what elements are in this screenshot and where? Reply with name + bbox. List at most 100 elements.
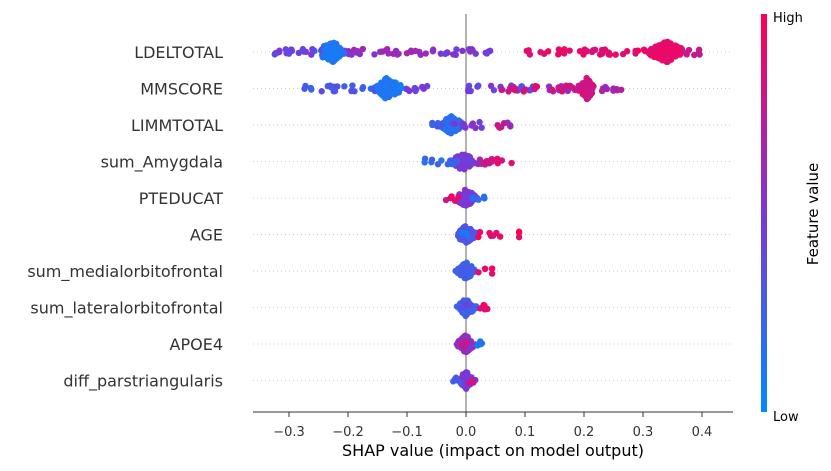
x-axis-title: SHAP value (impact on model output)	[342, 441, 644, 460]
shap-point	[498, 86, 505, 94]
shap-point	[504, 119, 511, 126]
shap-point	[494, 159, 501, 167]
colorbar-high-label: High	[773, 11, 803, 26]
shap-point	[348, 87, 355, 95]
shap-point	[461, 343, 468, 350]
x-tick-label: 0.3	[633, 425, 654, 440]
shap-point	[380, 91, 387, 99]
shap-point	[390, 50, 397, 57]
shap-point	[564, 87, 572, 95]
shap-point	[488, 265, 496, 272]
shap-point	[429, 121, 436, 129]
shap-point	[340, 50, 348, 57]
shap-point	[474, 160, 482, 168]
shap-point	[465, 153, 473, 161]
shap-point	[668, 52, 675, 60]
shap-point	[465, 87, 472, 95]
shap-point	[487, 82, 495, 90]
shap-point	[450, 51, 457, 58]
shap-point	[602, 83, 609, 91]
shap-point	[483, 50, 491, 57]
shap-point	[462, 224, 470, 232]
shap-point	[404, 86, 411, 93]
shap-point	[282, 46, 290, 53]
x-tick-label: −0.2	[332, 425, 364, 440]
shap-point	[478, 124, 485, 131]
feature-label: APOE4	[170, 335, 223, 354]
shap-point	[443, 127, 450, 134]
shap-point	[288, 47, 296, 55]
shap-point	[334, 83, 341, 90]
shap-point	[480, 159, 488, 166]
shap-point	[419, 83, 426, 91]
shap-point	[302, 48, 310, 56]
shap-point	[457, 339, 464, 346]
shap-point	[555, 84, 562, 91]
shap-point	[326, 82, 334, 89]
shap-point	[533, 83, 541, 90]
feature-labels: LDELTOTAL MMSCORE LIMMTOTAL sum_Amygdala PTE…	[27, 43, 223, 392]
feature-label: diff_parstriangularis	[63, 372, 223, 392]
shap-point	[462, 192, 470, 199]
shap-point	[498, 123, 505, 131]
shap-point	[309, 45, 316, 53]
shap-point	[331, 44, 339, 52]
shap-point	[331, 87, 339, 95]
shap-point	[475, 269, 482, 276]
feature-label: sum_medialorbitofrontal	[27, 262, 223, 282]
shap-point	[422, 50, 429, 57]
shap-point	[634, 47, 642, 54]
shap-point	[562, 82, 570, 89]
x-tick-label: 0.1	[515, 425, 536, 440]
shap-point	[488, 270, 496, 277]
feature-label: LIMMTOTAL	[131, 116, 223, 135]
shap-point	[588, 48, 596, 56]
shap-point	[537, 48, 544, 56]
shap-point	[469, 120, 477, 127]
shap-point	[488, 155, 495, 163]
shap-point	[458, 154, 465, 161]
shap-point	[480, 193, 488, 200]
shap-point	[385, 50, 392, 57]
shap-point	[512, 87, 519, 94]
shap-point	[614, 86, 622, 94]
shap-point	[477, 341, 484, 348]
shap-point	[612, 51, 619, 58]
shap-point	[467, 302, 474, 309]
shap-point	[523, 47, 530, 55]
shap-point	[661, 41, 668, 48]
shap-point	[566, 47, 573, 54]
shap-point	[448, 193, 455, 200]
shap-point	[391, 83, 399, 90]
shap-point	[421, 159, 428, 166]
shap-point	[359, 84, 367, 91]
shap-point	[667, 43, 674, 51]
shap-point	[434, 119, 442, 127]
shap-point	[326, 56, 334, 63]
shap-point	[580, 51, 587, 58]
shap-point	[640, 46, 648, 53]
shap-point	[476, 118, 483, 126]
shap-point	[443, 115, 451, 123]
shap-dots	[271, 38, 703, 392]
shap-point	[584, 89, 591, 97]
feature-label: AGE	[190, 226, 223, 245]
feature-label: PTEDUCAT	[139, 189, 223, 208]
shap-point	[308, 86, 315, 93]
shap-point	[470, 194, 477, 201]
shap-point	[468, 343, 475, 350]
shap-point	[464, 231, 471, 239]
shap-point	[475, 82, 482, 89]
shap-point	[442, 50, 449, 58]
shap-point	[438, 157, 445, 164]
shap-point	[470, 379, 477, 386]
shap-point	[469, 47, 476, 54]
shap-point	[496, 233, 504, 240]
shap-point	[359, 45, 367, 53]
shap-point	[452, 157, 459, 165]
shap-point	[403, 49, 411, 57]
shap-point	[460, 164, 467, 172]
shap-point	[561, 46, 568, 53]
shap-point	[429, 48, 437, 55]
